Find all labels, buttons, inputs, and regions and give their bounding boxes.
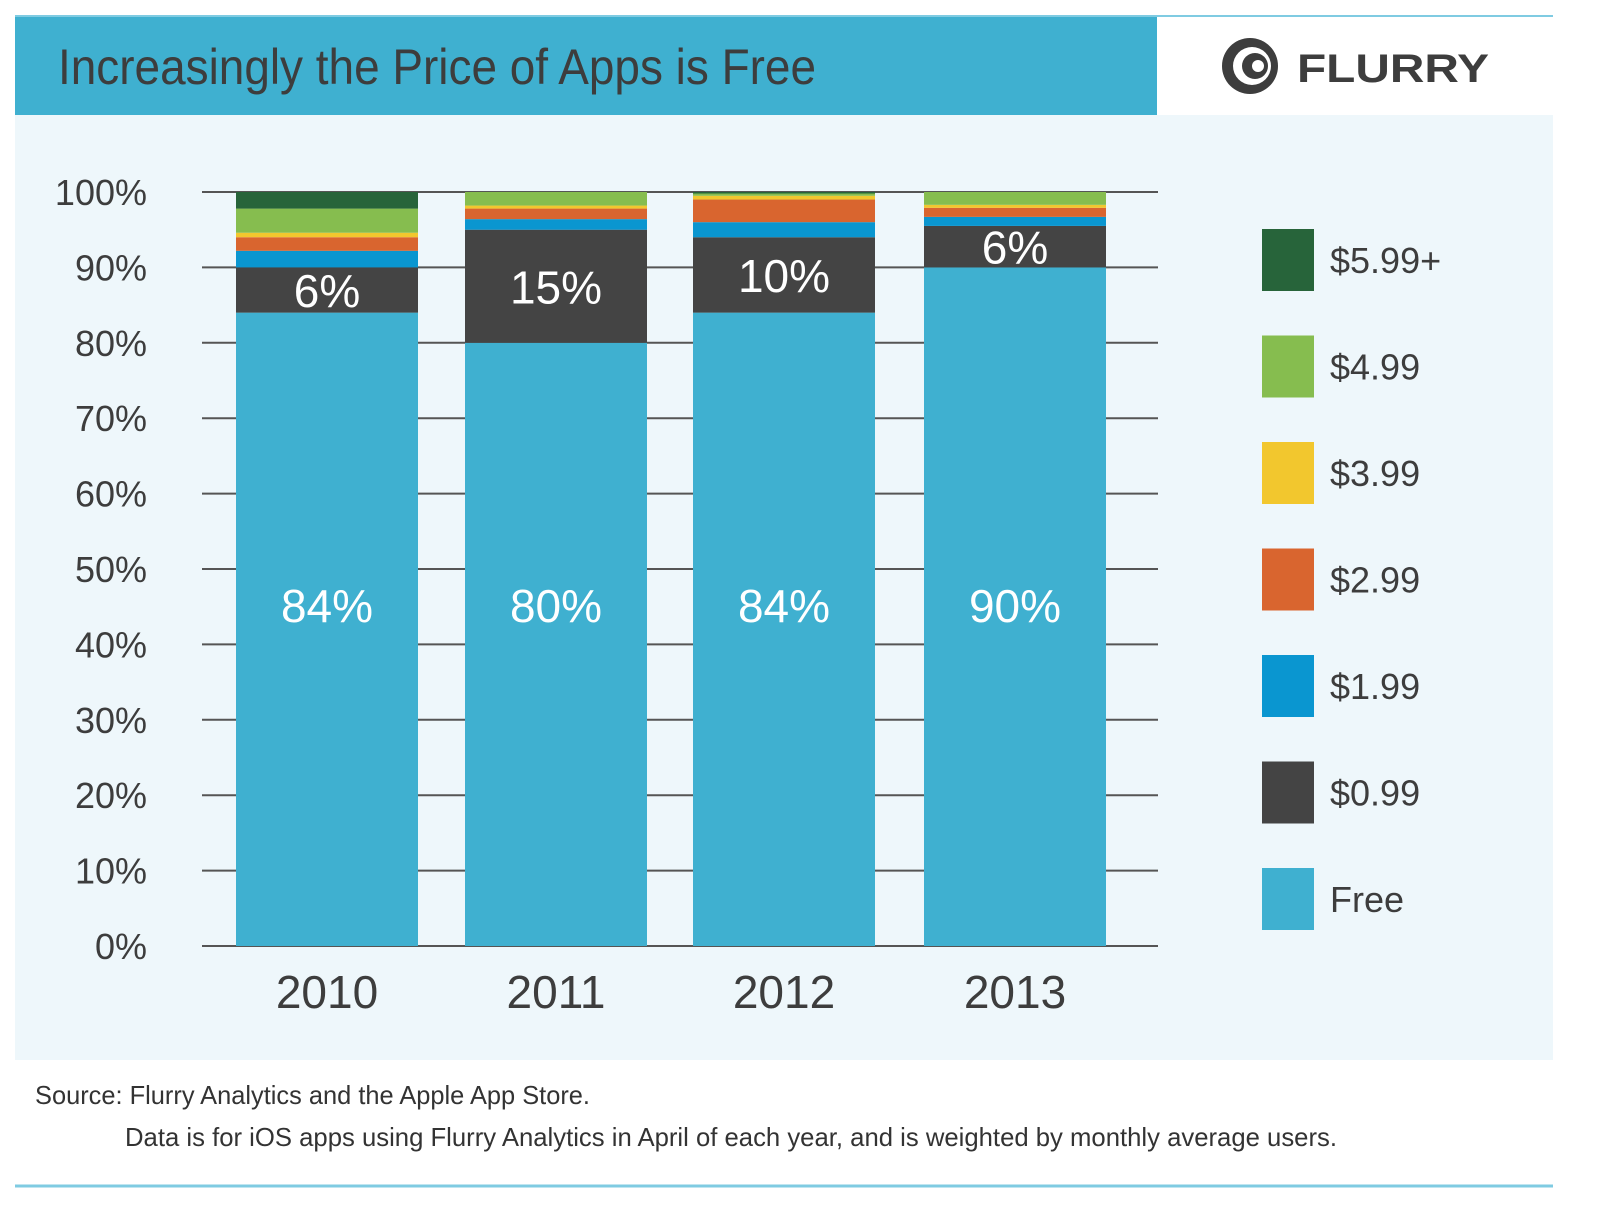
data-label: 84% [738, 580, 830, 632]
legend-item: $0.99 [1262, 761, 1420, 824]
y-tick-label: 50% [75, 549, 147, 590]
bar-segment [924, 207, 1106, 217]
bar-segment [465, 205, 647, 209]
data-label: 10% [738, 250, 830, 302]
legend-swatch [1262, 548, 1314, 611]
data-label: 90% [969, 580, 1061, 632]
data-note: Data is for iOS apps using Flurry Analyt… [125, 1122, 1337, 1152]
x-tick-label: 2013 [964, 966, 1066, 1018]
bar-segment [693, 195, 875, 200]
bar-segment [236, 208, 418, 233]
legend-item: $5.99+ [1262, 229, 1441, 291]
y-tick-label: 60% [75, 474, 147, 515]
legend-label: $4.99 [1330, 347, 1420, 388]
legend-label: Free [1330, 879, 1404, 920]
legend-label: $0.99 [1330, 773, 1420, 814]
x-tick-labels: 2010 2011 2012 2013 [276, 966, 1066, 1018]
legend-item: Free [1262, 868, 1404, 930]
y-tick-label: 40% [75, 624, 147, 665]
flurry-logo-text: FLURRY [1297, 47, 1489, 91]
source-note: Source: Flurry Analytics and the Apple A… [35, 1080, 590, 1110]
legend: $5.99+ $4.99 $3.99 $2.99 $1.99 $0.99 Free [1262, 229, 1441, 930]
legend-label: $3.99 [1330, 453, 1420, 494]
legend-label: $1.99 [1330, 666, 1420, 707]
legend-swatch [1262, 868, 1314, 930]
bar-segment [924, 225, 1106, 268]
legend-label: $5.99+ [1330, 240, 1441, 281]
chart-title: Increasingly the Price of Apps is Free [58, 39, 816, 95]
data-label: 15% [510, 261, 602, 313]
y-tick-label: 90% [75, 247, 147, 288]
y-tick-label: 80% [75, 323, 147, 364]
legend-swatch [1262, 655, 1314, 717]
bar-segment [693, 193, 875, 196]
bar-segment [693, 237, 875, 313]
bar-segment [236, 237, 418, 251]
legend-swatch [1262, 761, 1314, 824]
bar-segment [236, 232, 418, 238]
bar-segment [693, 199, 875, 223]
y-tick-label: 20% [75, 775, 147, 816]
y-tick-labels: 0% 10% 20% 30% 40% 50% 60% 70% 80% 90% 100% [55, 172, 147, 967]
bar-segment [693, 312, 875, 946]
y-tick-label: 70% [75, 398, 147, 439]
bar-segment [693, 192, 875, 194]
legend-item: $2.99 [1262, 548, 1420, 611]
y-tick-label: 0% [95, 926, 147, 967]
x-tick-label: 2011 [507, 966, 606, 1018]
data-label: 80% [510, 580, 602, 632]
bar-segment [465, 219, 647, 230]
data-label: 6% [982, 222, 1048, 274]
bar-segment [924, 216, 1106, 226]
legend-item: $1.99 [1262, 655, 1420, 717]
legend-swatch [1262, 335, 1314, 398]
bar-segment [465, 208, 647, 220]
bar-segment [465, 229, 647, 343]
flurry-logo: FLURRY [1222, 38, 1489, 94]
legend-item: $4.99 [1262, 335, 1420, 398]
bar-segment [924, 267, 1106, 946]
legend-item: $3.99 [1262, 442, 1420, 504]
bar-segment [924, 204, 1106, 208]
bar-segment [693, 222, 875, 238]
legend-swatch [1262, 442, 1314, 504]
bar-segment [236, 312, 418, 946]
legend-swatch [1262, 229, 1314, 291]
data-label: 84% [281, 580, 373, 632]
bar-segment [924, 192, 1106, 205]
x-tick-label: 2012 [733, 966, 835, 1018]
y-tick-label: 10% [75, 851, 147, 892]
bar-segment [236, 192, 418, 209]
bar-segment [236, 267, 418, 313]
header-bar [15, 15, 1157, 115]
y-tick-label: 100% [55, 172, 147, 213]
bars: 84% 6% 80% 15% 84% 10% 90% 6% [236, 192, 1106, 946]
y-tick-label: 30% [75, 700, 147, 741]
bar-segment [465, 192, 647, 206]
data-label: 6% [294, 265, 360, 317]
bar-segment [465, 342, 647, 946]
bar-segment [236, 250, 418, 268]
legend-label: $2.99 [1330, 560, 1420, 601]
x-tick-label: 2010 [276, 966, 378, 1018]
